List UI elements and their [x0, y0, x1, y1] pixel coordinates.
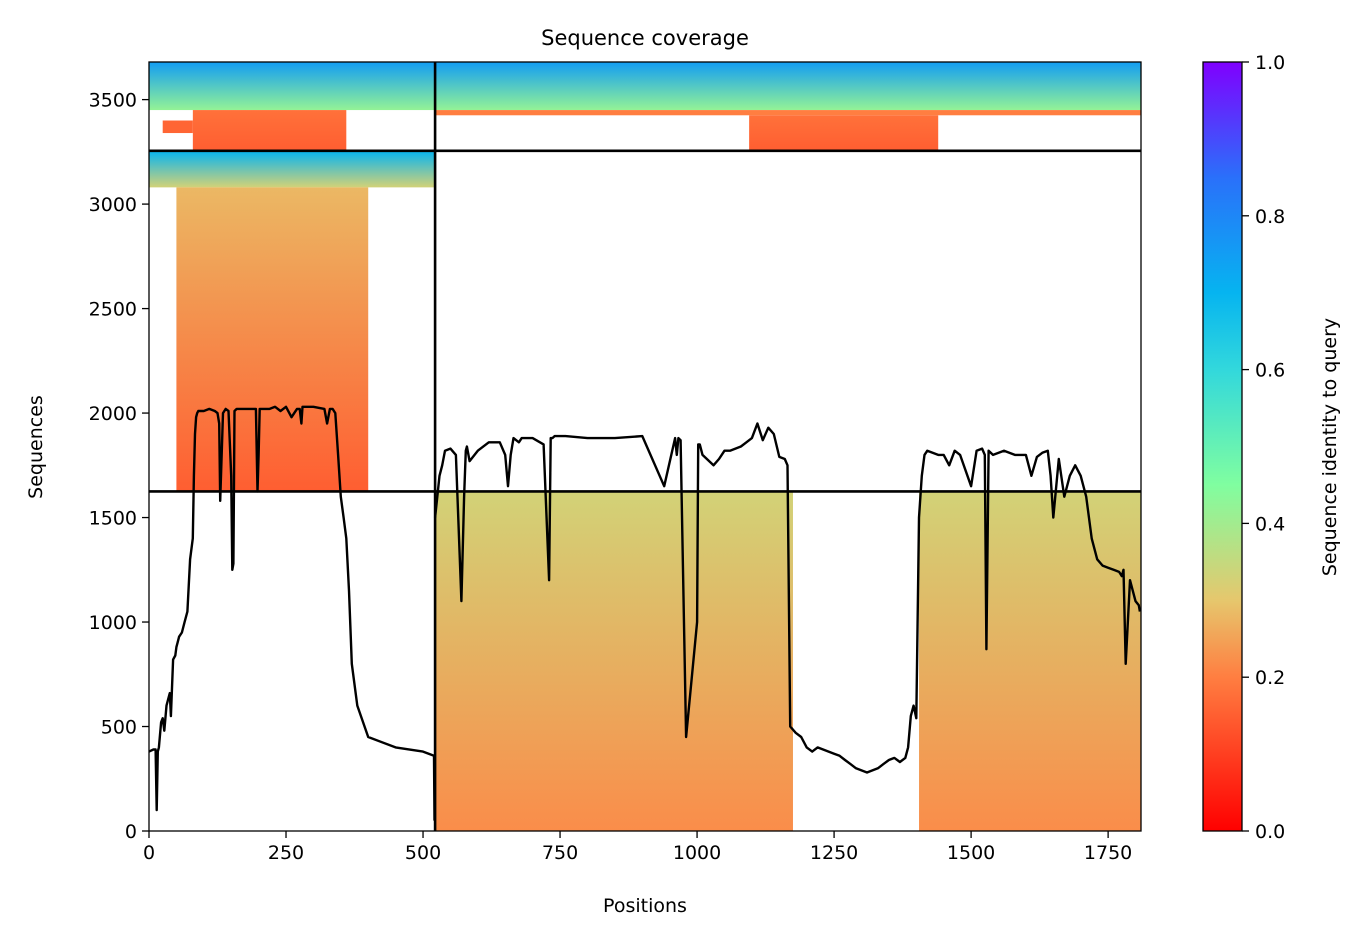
- coverage-heatmap: [149, 62, 1141, 831]
- x-axis: 0 250 500 750 1000 1250 1500 1750: [143, 831, 1132, 864]
- heatmap-band: [435, 62, 1141, 111]
- chart-title: Sequence coverage: [541, 26, 749, 50]
- y-tick-label: 2500: [89, 299, 137, 321]
- y-tick-label: 1500: [89, 508, 137, 530]
- heatmap-band: [149, 150, 436, 188]
- coverage-line: [148, 405, 1142, 821]
- x-tick-label: 1500: [947, 842, 995, 864]
- colorbar-tick-label: 1.0: [1255, 52, 1285, 74]
- y-axis-label: Sequences: [25, 395, 47, 499]
- heatmap-band: [176, 187, 369, 492]
- heatmap-band: [749, 115, 939, 151]
- x-tick-label: 1750: [1084, 842, 1132, 864]
- heatmap-band: [435, 110, 1141, 116]
- y-tick-label: 3500: [89, 90, 137, 112]
- x-tick-label: 1000: [673, 842, 721, 864]
- y-axis: 0 500 1000 1500 2000 2500 3000 3500: [89, 90, 149, 843]
- block-dividers: [149, 62, 1141, 831]
- colorbar-tick-label: 0.0: [1255, 821, 1285, 843]
- heatmap-band: [435, 491, 793, 831]
- x-tick-label: 250: [268, 842, 304, 864]
- x-tick-label: 0: [143, 842, 155, 864]
- heatmap-band: [919, 491, 1141, 831]
- y-tick-label: 2000: [89, 403, 137, 425]
- colorbar-axis: 0.0 0.2 0.4 0.6 0.8 1.0: [1242, 52, 1285, 843]
- heatmap-band: [149, 62, 436, 111]
- y-tick-label: 1000: [89, 612, 137, 634]
- y-tick-label: 0: [125, 821, 137, 843]
- colorbar-tick-label: 0.6: [1255, 360, 1285, 382]
- y-tick-label: 3000: [89, 194, 137, 216]
- x-axis-label: Positions: [603, 895, 687, 917]
- x-tick-label: 750: [542, 842, 578, 864]
- y-tick-label: 500: [101, 717, 137, 739]
- heatmap-band: [162, 120, 193, 134]
- colorbar-label: Sequence identity to query: [1319, 318, 1341, 576]
- colorbar: [1202, 61, 1243, 832]
- heatmap-band: [192, 110, 347, 151]
- x-tick-label: 1250: [810, 842, 858, 864]
- colorbar-tick-label: 0.4: [1255, 513, 1285, 535]
- x-tick-label: 500: [405, 842, 441, 864]
- colorbar-tick-label: 0.2: [1255, 667, 1285, 689]
- colorbar-tick-label: 0.8: [1255, 206, 1285, 228]
- plot-frame: [148, 61, 1142, 832]
